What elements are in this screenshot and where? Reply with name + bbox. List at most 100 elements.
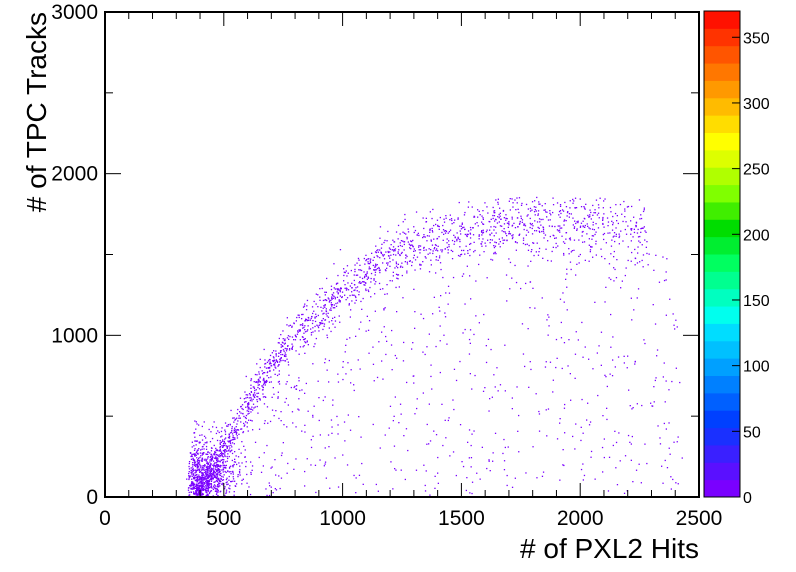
data-point [576, 221, 578, 223]
data-point [612, 444, 614, 447]
data-point [559, 298, 562, 300]
data-point [604, 258, 606, 260]
data-point [202, 481, 204, 483]
data-point [283, 343, 286, 345]
data-point [492, 206, 494, 209]
data-point [209, 466, 211, 469]
data-point [602, 415, 604, 417]
data-point [597, 204, 600, 206]
data-point [370, 296, 372, 298]
data-point [494, 245, 497, 247]
data-point [485, 361, 488, 364]
data-point [495, 232, 497, 234]
data-point [459, 230, 461, 232]
data-point [194, 474, 196, 477]
data-point [217, 491, 219, 493]
data-point [204, 476, 206, 479]
data-point [204, 476, 207, 478]
data-point [197, 494, 199, 496]
data-point [430, 264, 432, 266]
data-point [264, 420, 266, 422]
data-point [534, 307, 536, 309]
data-point [200, 449, 202, 451]
data-point [620, 287, 622, 289]
data-point [202, 487, 205, 490]
data-point [346, 275, 348, 277]
data-point [335, 305, 338, 307]
data-point [200, 484, 202, 486]
data-point [493, 246, 496, 249]
data-point [230, 444, 232, 446]
data-point [198, 457, 200, 459]
data-point [589, 249, 592, 251]
data-point [494, 386, 496, 388]
data-point [204, 489, 206, 492]
data-point [214, 490, 217, 492]
data-point [659, 437, 661, 439]
data-point [250, 473, 252, 475]
data-point [321, 322, 323, 325]
data-point [591, 235, 593, 237]
data-point [556, 438, 559, 440]
data-point [343, 271, 345, 273]
data-point [317, 326, 320, 329]
data-point [486, 206, 488, 208]
data-point [482, 238, 484, 240]
data-point [402, 221, 404, 223]
data-point [326, 369, 328, 371]
data-point [278, 373, 280, 375]
data-point [540, 218, 542, 221]
data-point [211, 447, 213, 449]
data-point [325, 291, 327, 293]
data-point [520, 204, 523, 206]
data-point [530, 251, 532, 253]
data-point [235, 483, 238, 485]
data-point [612, 336, 614, 338]
data-point [611, 375, 614, 377]
data-point [382, 288, 384, 290]
data-point [630, 443, 632, 445]
data-point [228, 479, 230, 481]
data-point [414, 250, 416, 252]
data-point [400, 265, 402, 267]
data-point [268, 494, 271, 497]
data-point [518, 451, 520, 453]
data-point [199, 488, 201, 490]
data-point [459, 238, 461, 241]
data-point [197, 466, 199, 468]
x-tick-label: 2000 [557, 507, 604, 530]
data-point [317, 325, 319, 327]
data-point [523, 228, 525, 231]
data-point [400, 413, 402, 415]
data-point [336, 282, 338, 285]
colorbar-segment [704, 115, 740, 133]
data-point [215, 476, 217, 478]
data-point [531, 209, 533, 211]
data-point [565, 206, 568, 208]
data-point [387, 250, 389, 253]
data-point [219, 482, 221, 485]
data-point [375, 251, 377, 254]
data-point [306, 319, 309, 322]
data-point [327, 312, 329, 314]
data-point [228, 491, 231, 493]
data-point [195, 485, 197, 487]
data-point [224, 443, 227, 445]
data-point [290, 386, 292, 389]
data-point [307, 344, 309, 346]
data-point [624, 210, 626, 212]
data-point [537, 254, 540, 256]
data-point [480, 243, 482, 245]
data-point [511, 216, 513, 218]
data-point [563, 224, 565, 226]
data-point [331, 296, 333, 298]
data-point [603, 200, 605, 202]
data-point [469, 248, 471, 251]
data-point [509, 261, 512, 264]
data-point [641, 227, 643, 229]
data-point [206, 458, 208, 461]
data-point [492, 452, 494, 454]
data-point [375, 263, 377, 265]
data-point [209, 483, 211, 485]
data-point [189, 484, 192, 486]
